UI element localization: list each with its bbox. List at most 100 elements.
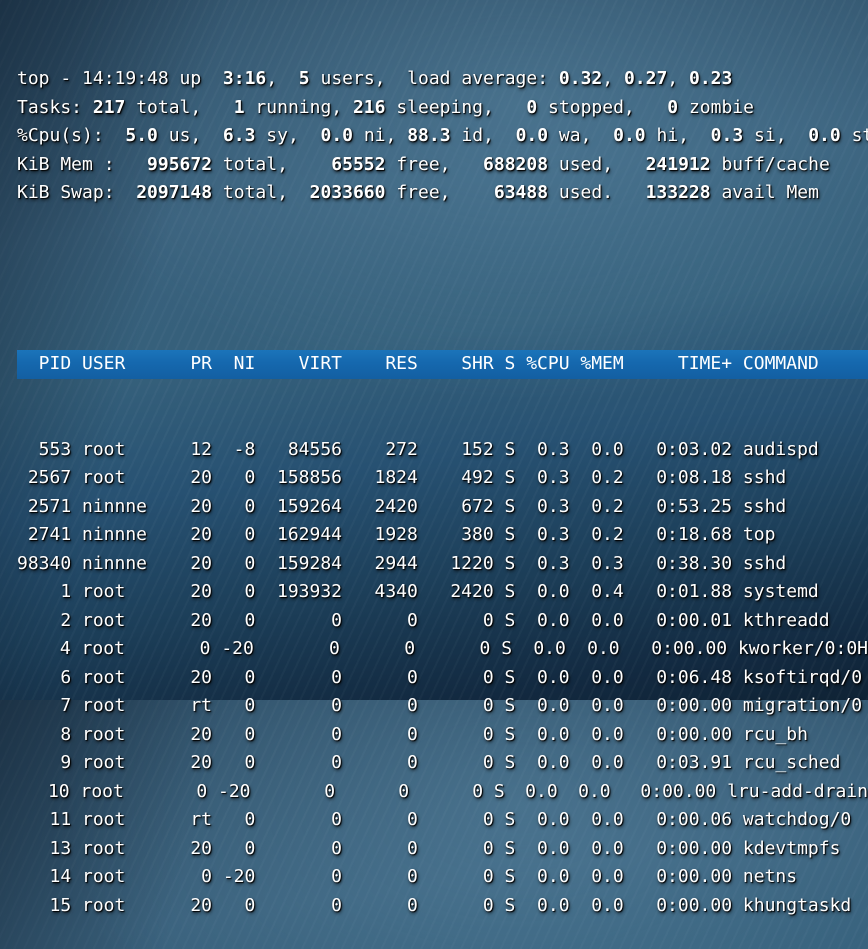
summary-segment: total, bbox=[125, 96, 213, 118]
cell-user: root bbox=[82, 866, 126, 887]
cell-pid: 553 bbox=[38, 438, 72, 460]
cell-res: 272 bbox=[385, 438, 418, 460]
summary-segment: 241912 bbox=[623, 153, 711, 175]
cell-s: S bbox=[493, 780, 505, 802]
cell-cpu: 0.0 bbox=[537, 723, 570, 745]
cell-time: 0:00.00 bbox=[656, 866, 733, 887]
cell-mem: 0.2 bbox=[591, 467, 624, 488]
process-row: 98340 ninnne 20 0 159284 2944 1220 S 0.3 0.3 0:38.… bbox=[17, 550, 868, 579]
cell-pid: 10 bbox=[47, 780, 70, 802]
cell-time: 0:00.01 bbox=[656, 609, 733, 631]
cell-ni: 0 bbox=[244, 837, 256, 859]
column-header-cpu: %CPU bbox=[526, 353, 570, 374]
cell-res: 2944 bbox=[374, 552, 418, 574]
cell-user: root bbox=[82, 695, 126, 716]
cell-s: S bbox=[504, 438, 516, 460]
terminal-window[interactable]: top - 14:19:48 up 3:16, 5 users, load av… bbox=[0, 0, 868, 916]
process-rows: 553 root 12 -8 84556 272 152 S 0.3 0.0 0:03.02 audi… bbox=[17, 436, 868, 921]
process-row: 11 root rt 0 0 0 0 S 0.0 0.0 0:00.06 watchdog/0 bbox=[17, 806, 868, 835]
column-header-time: TIME+ bbox=[677, 353, 733, 374]
cell-s: S bbox=[504, 467, 516, 488]
cell-shr: 492 bbox=[461, 467, 494, 488]
column-header-pid: PID bbox=[38, 353, 72, 374]
cell-res: 0 bbox=[398, 780, 410, 802]
cell-ni: -20 bbox=[222, 866, 256, 887]
summary-segment: 0 bbox=[645, 96, 679, 118]
cell-ni: -8 bbox=[233, 438, 256, 460]
cell-command: sshd bbox=[742, 467, 787, 488]
summary-segment: 0.3 bbox=[699, 125, 744, 146]
summary-segment: running, bbox=[244, 96, 353, 118]
summary-segment: 0.0 bbox=[602, 125, 646, 146]
cell-time: 0:03.91 bbox=[656, 752, 733, 773]
cell-pr: 0 bbox=[199, 638, 211, 659]
summary-segment: , bbox=[266, 68, 288, 89]
cell-shr: 0 bbox=[482, 666, 494, 688]
summary-segment: KiB Mem : bbox=[17, 153, 126, 175]
cell-user: root bbox=[82, 752, 126, 773]
cell-shr: 0 bbox=[482, 809, 494, 830]
summary-segment: 6.3 bbox=[212, 125, 256, 146]
process-row: 9 root 20 0 0 0 0 S 0.0 0.0 0:03.91 rcu_sched bbox=[17, 749, 868, 778]
summary-segment: used. bbox=[548, 182, 624, 203]
cell-virt: 0 bbox=[328, 638, 340, 659]
process-row: 14 root 0 -20 0 0 0 S 0.0 0.0 0:00.00 netns bbox=[17, 863, 868, 892]
cell-time: 0:53.25 bbox=[656, 495, 733, 517]
summary-segment: 688208 bbox=[461, 153, 549, 175]
cell-res: 0 bbox=[407, 752, 418, 773]
cell-virt: 158856 bbox=[276, 467, 343, 488]
cell-pid: 2571 bbox=[27, 495, 72, 517]
cell-res: 1824 bbox=[374, 467, 418, 488]
cell-ni: 0 bbox=[244, 666, 256, 688]
cell-ni: 0 bbox=[244, 894, 256, 916]
cell-mem: 0.2 bbox=[591, 524, 624, 545]
cell-cpu: 0.0 bbox=[537, 809, 570, 830]
summary-segment: , bbox=[667, 68, 689, 89]
cell-s: S bbox=[504, 524, 516, 545]
cell-cpu: 0.0 bbox=[533, 638, 566, 659]
cell-ni: 0 bbox=[244, 552, 256, 574]
cell-pr: 20 bbox=[190, 666, 213, 688]
cell-shr: 0 bbox=[482, 752, 494, 773]
cell-virt: 159284 bbox=[276, 552, 343, 574]
cell-ni: 0 bbox=[244, 809, 256, 830]
cell-time: 0:00.00 bbox=[656, 894, 733, 916]
cell-pid: 2567 bbox=[27, 467, 72, 488]
process-row: 1 root 20 0 193932 4340 2420 S 0.0 0.4 0:01.88 syst… bbox=[17, 578, 868, 607]
cell-ni: -20 bbox=[221, 638, 254, 659]
cell-cpu: 0.0 bbox=[537, 894, 570, 916]
cell-user: root bbox=[82, 438, 126, 460]
cell-pr: 0 bbox=[196, 780, 208, 802]
cell-time: 0:01.88 bbox=[656, 581, 733, 602]
summary-segment: 0.23 bbox=[688, 68, 733, 89]
cell-s: S bbox=[504, 866, 516, 887]
cell-shr: 0 bbox=[479, 638, 491, 659]
process-row: 553 root 12 -8 84556 272 152 S 0.3 0.0 0:03.02 audi… bbox=[17, 436, 868, 465]
cell-mem: 0.0 bbox=[591, 894, 624, 916]
column-header-shr: SHR bbox=[461, 353, 494, 374]
process-row: 15 root 20 0 0 0 0 S 0.0 0.0 0:00.00 khungtaskd bbox=[17, 892, 868, 921]
cell-user: root bbox=[82, 666, 126, 688]
cell-shr: 0 bbox=[482, 723, 494, 745]
cell-pid: 13 bbox=[49, 837, 72, 859]
cell-mem: 0.3 bbox=[591, 552, 624, 574]
cell-command: systemd bbox=[742, 581, 819, 602]
cell-user: ninnne bbox=[82, 524, 148, 545]
summary-segment: %Cpu(s): bbox=[17, 125, 115, 146]
cell-ni: 0 bbox=[244, 609, 256, 631]
cell-res: 0 bbox=[407, 666, 418, 688]
cell-pid: 2 bbox=[60, 609, 72, 631]
cell-virt: 0 bbox=[331, 723, 343, 745]
cell-mem: 0.0 bbox=[587, 638, 620, 659]
cell-res: 0 bbox=[407, 894, 418, 916]
cell-res: 2420 bbox=[374, 495, 418, 517]
cell-s: S bbox=[504, 894, 516, 916]
cell-user: root bbox=[82, 609, 126, 631]
cell-res: 0 bbox=[407, 866, 418, 887]
cell-pr: 20 bbox=[190, 495, 213, 517]
cell-cpu: 0.3 bbox=[537, 438, 570, 460]
summary-segment: 216 bbox=[352, 96, 386, 118]
cell-s: S bbox=[504, 723, 516, 745]
cell-shr: 2420 bbox=[450, 581, 494, 602]
cell-cpu: 0.0 bbox=[537, 695, 570, 716]
